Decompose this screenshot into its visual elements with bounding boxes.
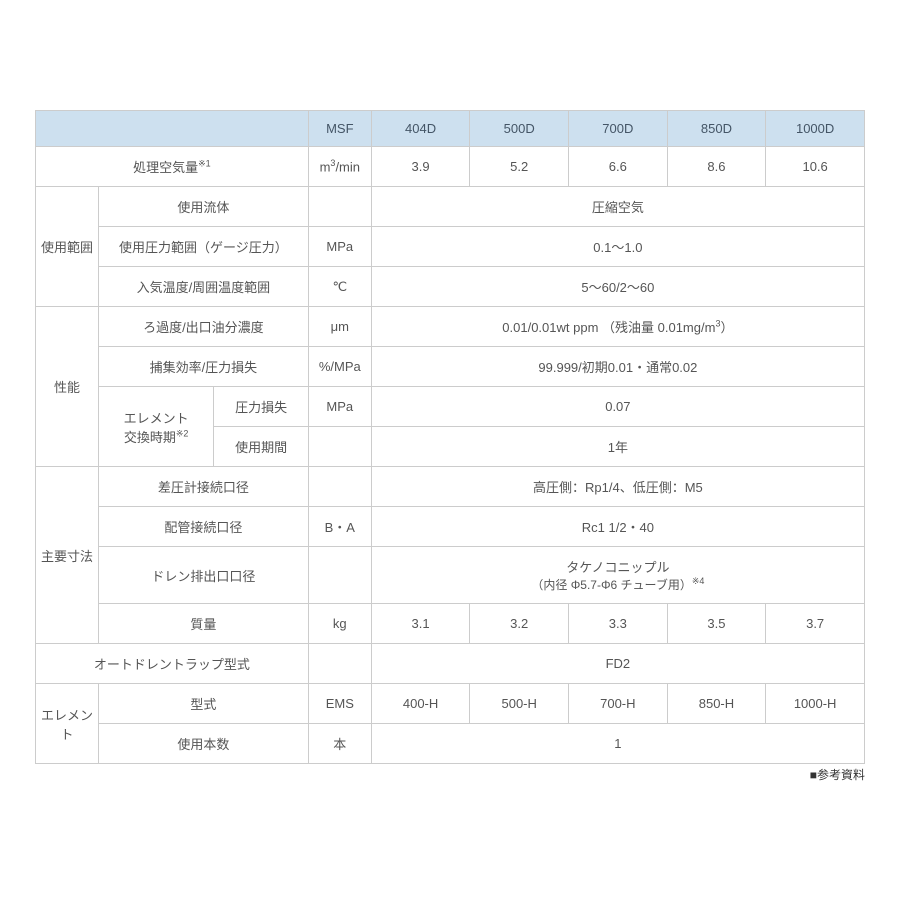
pipe-unit: B・A	[308, 507, 371, 547]
mass-v3: 3.3	[569, 604, 668, 644]
header-700d: 700D	[569, 111, 668, 147]
row-efficiency: 捕集効率/圧力損失 %/MPa 99.999/初期0.01・通常0.02	[36, 347, 865, 387]
pressure-unit: MPa	[308, 227, 371, 267]
airflow-v2: 5.2	[470, 147, 569, 187]
header-500d: 500D	[470, 111, 569, 147]
row-mass: 質量 kg 3.1 3.2 3.3 3.5 3.7	[36, 604, 865, 644]
element-model-v5: 1000-H	[766, 684, 865, 724]
ploss-value: 0.07	[371, 387, 864, 427]
useperiod-unit	[308, 427, 371, 467]
efficiency-value: 99.999/初期0.01・通常0.02	[371, 347, 864, 387]
spec-table: MSF 404D 500D 700D 850D 1000D 処理空気量※1 m3…	[35, 110, 865, 764]
row-pipe: 配管接続口径 B・A Rc1 1/2・40	[36, 507, 865, 547]
header-blank	[36, 111, 309, 147]
mass-unit: kg	[308, 604, 371, 644]
drain-value: タケノコニップル （内径 Φ5.7-Φ6 チューブ用）※4	[371, 547, 864, 604]
efficiency-label: 捕集効率/圧力損失	[98, 347, 308, 387]
row-element-qty: 使用本数 本 1	[36, 724, 865, 764]
row-drain: ドレン排出口口径 タケノコニップル （内径 Φ5.7-Φ6 チューブ用）※4	[36, 547, 865, 604]
mass-v4: 3.5	[667, 604, 766, 644]
header-1000d: 1000D	[766, 111, 865, 147]
mass-v5: 3.7	[766, 604, 865, 644]
element-model-v3: 700-H	[569, 684, 668, 724]
mass-v2: 3.2	[470, 604, 569, 644]
temp-label: 入気温度/周囲温度範囲	[98, 267, 308, 307]
row-temp: 入気温度/周囲温度範囲 ℃ 5～60/2～60	[36, 267, 865, 307]
airflow-v1: 3.9	[371, 147, 470, 187]
airflow-v4: 8.6	[667, 147, 766, 187]
filtration-unit: μm	[308, 307, 371, 347]
row-diffgauge: 主要寸法 差圧計接続口径 高圧側：Rp1/4、低圧側：M5	[36, 467, 865, 507]
element-model-v1: 400-H	[371, 684, 470, 724]
perf-section-label: 性能	[36, 307, 99, 467]
diffgauge-label: 差圧計接続口径	[98, 467, 308, 507]
row-fluid: 使用範囲 使用流体 圧縮空気	[36, 187, 865, 227]
row-filtration: 性能 ろ過度/出口油分濃度 μm 0.01/0.01wt ppm （残油量 0.…	[36, 307, 865, 347]
fluid-value: 圧縮空気	[371, 187, 864, 227]
pipe-label: 配管接続口径	[98, 507, 308, 547]
header-404d: 404D	[371, 111, 470, 147]
element-model-label: 型式	[98, 684, 308, 724]
header-msf: MSF	[308, 111, 371, 147]
drain-unit	[308, 547, 371, 604]
filtration-value: 0.01/0.01wt ppm （残油量 0.01mg/m3）	[371, 307, 864, 347]
row-ploss: エレメント 交換時期※2 圧力損失 MPa 0.07	[36, 387, 865, 427]
ploss-unit: MPa	[308, 387, 371, 427]
diffgauge-value: 高圧側：Rp1/4、低圧側：M5	[371, 467, 864, 507]
temp-unit: ℃	[308, 267, 371, 307]
airflow-unit: m3/min	[308, 147, 371, 187]
useperiod-value: 1年	[371, 427, 864, 467]
row-pressure-range: 使用圧力範囲（ゲージ圧力） MPa 0.1～1.0	[36, 227, 865, 267]
element-period-label: エレメント 交換時期※2	[98, 387, 213, 467]
mass-v1: 3.1	[371, 604, 470, 644]
temp-value: 5～60/2～60	[371, 267, 864, 307]
dim-section-label: 主要寸法	[36, 467, 99, 644]
reference-note: ■参考資料	[810, 766, 865, 783]
diffgauge-unit	[308, 467, 371, 507]
drain-label: ドレン排出口口径	[98, 547, 308, 604]
element-qty-value: 1	[371, 724, 864, 764]
pressure-label: 使用圧力範囲（ゲージ圧力）	[98, 227, 308, 267]
autodrain-unit	[308, 644, 371, 684]
row-airflow: 処理空気量※1 m3/min 3.9 5.2 6.6 8.6 10.6	[36, 147, 865, 187]
airflow-v5: 10.6	[766, 147, 865, 187]
row-autodrain: オートドレントラップ型式 FD2	[36, 644, 865, 684]
autodrain-value: FD2	[371, 644, 864, 684]
fluid-label: 使用流体	[98, 187, 308, 227]
element-model-v2: 500-H	[470, 684, 569, 724]
ploss-label: 圧力損失	[214, 387, 308, 427]
header-850d: 850D	[667, 111, 766, 147]
header-row: MSF 404D 500D 700D 850D 1000D	[36, 111, 865, 147]
airflow-label: 処理空気量※1	[36, 147, 309, 187]
efficiency-unit: %/MPa	[308, 347, 371, 387]
airflow-v3: 6.6	[569, 147, 668, 187]
usage-section-label: 使用範囲	[36, 187, 99, 307]
element-qty-unit: 本	[308, 724, 371, 764]
pipe-value: Rc1 1/2・40	[371, 507, 864, 547]
row-element-model: エレメント 型式 EMS 400-H 500-H 700-H 850-H 100…	[36, 684, 865, 724]
element-section-label: エレメント	[36, 684, 99, 764]
element-qty-label: 使用本数	[98, 724, 308, 764]
spec-page: MSF 404D 500D 700D 850D 1000D 処理空気量※1 m3…	[0, 0, 900, 900]
pressure-value: 0.1～1.0	[371, 227, 864, 267]
element-model-v4: 850-H	[667, 684, 766, 724]
mass-label: 質量	[98, 604, 308, 644]
filtration-label: ろ過度/出口油分濃度	[98, 307, 308, 347]
useperiod-label: 使用期間	[214, 427, 308, 467]
fluid-unit	[308, 187, 371, 227]
autodrain-label: オートドレントラップ型式	[36, 644, 309, 684]
element-model-unit: EMS	[308, 684, 371, 724]
